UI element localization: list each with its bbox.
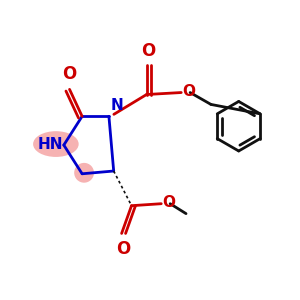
Text: O: O	[162, 195, 175, 210]
Text: O: O	[141, 42, 156, 60]
Text: O: O	[182, 84, 195, 99]
Text: HN: HN	[37, 136, 63, 152]
Text: O: O	[62, 65, 77, 83]
Ellipse shape	[74, 163, 94, 183]
Text: O: O	[116, 240, 131, 258]
Text: N: N	[111, 98, 124, 113]
Ellipse shape	[33, 131, 79, 157]
